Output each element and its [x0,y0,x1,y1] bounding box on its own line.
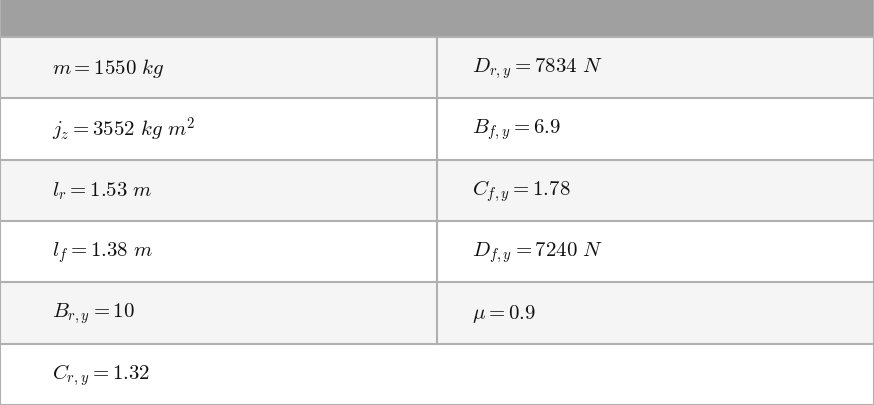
Text: $l_f = 1.38\ m$: $l_f = 1.38\ m$ [52,240,154,264]
Text: $B_{r,y} = 10$: $B_{r,y} = 10$ [52,301,135,326]
Text: $m = 1550\ kg$: $m = 1550\ kg$ [52,57,164,80]
Text: $B_{f,y} = 6.9$: $B_{f,y} = 6.9$ [472,117,561,142]
Text: $\mu = 0.9$: $\mu = 0.9$ [472,302,536,324]
Text: $C_{r,y} = 1.32$: $C_{r,y} = 1.32$ [52,362,150,387]
Text: $D_{f,y} = 7240\ N$: $D_{f,y} = 7240\ N$ [472,240,603,264]
Bar [0,0,874,38]
Bar [0,222,874,283]
Bar [0,99,874,160]
Bar [0,344,874,405]
Text: $C_{f,y} = 1.78$: $C_{f,y} = 1.78$ [472,178,571,204]
Text: $j_z = 3552\ kg\ m^2$: $j_z = 3552\ kg\ m^2$ [52,116,196,144]
Bar [0,283,874,344]
Bar [0,160,874,222]
Bar [0,38,874,99]
Text: $l_r = 1.53\ m$: $l_r = 1.53\ m$ [52,180,153,202]
Text: $D_{r,y} = 7834\ N$: $D_{r,y} = 7834\ N$ [472,56,602,81]
